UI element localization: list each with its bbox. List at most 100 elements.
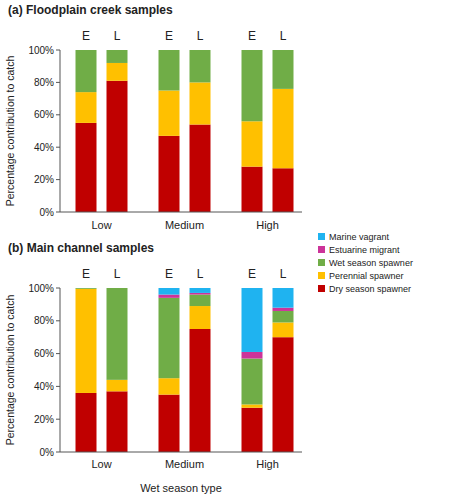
bar-segment <box>159 91 180 136</box>
y-axis-line <box>60 288 61 452</box>
legend-label: Estuarine migrant <box>329 245 400 255</box>
bar-segment <box>242 50 263 51</box>
y-tick <box>56 419 60 420</box>
y-tick-label: 100% <box>28 45 54 56</box>
bar-segment <box>76 289 97 393</box>
bar-segment <box>190 306 211 329</box>
legend-swatch <box>318 285 325 292</box>
y-tick <box>56 386 60 387</box>
panel-title: (a) Floodplain creek samples <box>8 3 173 17</box>
bar-segment <box>76 50 97 92</box>
bar-segment <box>76 288 97 289</box>
bar-segment <box>242 50 263 121</box>
x-axis-line <box>60 212 302 213</box>
legend-swatch <box>318 246 325 253</box>
bar-segment <box>107 50 128 51</box>
y-tick <box>56 179 60 180</box>
group-label: Low <box>91 458 111 470</box>
bar-segment <box>76 288 97 289</box>
bar-segment <box>76 50 97 51</box>
category-label: L <box>280 267 287 281</box>
y-tick <box>56 320 60 321</box>
bar-segment <box>273 288 294 308</box>
y-tick <box>56 212 60 213</box>
y-tick <box>56 50 60 51</box>
bar-segment <box>273 311 294 322</box>
bar-segment <box>273 50 294 51</box>
bar-segment <box>159 288 180 295</box>
y-tick <box>56 147 60 148</box>
bar-segment <box>273 168 294 212</box>
y-tick <box>56 288 60 289</box>
y-tick-label: 60% <box>34 348 54 359</box>
bar-segment <box>159 378 180 394</box>
y-tick <box>56 114 60 115</box>
y-tick-label: 80% <box>34 315 54 326</box>
y-tick <box>56 452 60 453</box>
y-tick-label: 80% <box>34 77 54 88</box>
bar-segment <box>190 50 211 82</box>
legend-label: Perennial spawner <box>329 271 404 281</box>
group-label: High <box>256 458 279 470</box>
bar-segment <box>242 408 263 452</box>
y-tick-label: 40% <box>34 381 54 392</box>
bar-segment <box>76 288 97 289</box>
bar-segment <box>190 125 211 212</box>
legend: Marine vagrant Estuarine migrant Wet seaso… <box>318 232 413 294</box>
bar-segment <box>190 295 211 306</box>
bar-segment <box>107 288 128 289</box>
panel: (a) Floodplain creek samplesPercentage c… <box>4 3 302 231</box>
category-label: E <box>165 29 173 43</box>
y-tick-label: 20% <box>34 174 54 185</box>
panel-title: (b) Main channel samples <box>8 241 154 255</box>
y-tick-label: 20% <box>34 414 54 425</box>
bar-segment <box>159 136 180 212</box>
y-tick <box>56 353 60 354</box>
category-label: L <box>197 267 204 281</box>
bar-segment <box>107 391 128 452</box>
legend-swatch <box>318 272 325 279</box>
bar-segment <box>273 89 294 168</box>
bar-segment <box>190 329 211 452</box>
bar-segment <box>190 50 211 51</box>
bars <box>76 50 294 212</box>
bar-segment <box>107 50 128 51</box>
bar-segment <box>242 50 263 51</box>
bar-segment <box>107 288 128 289</box>
y-tick-label: 0% <box>40 447 55 458</box>
group-label: Medium <box>165 458 204 470</box>
bar-segment <box>159 295 180 298</box>
bar-segment <box>190 288 211 293</box>
bar-segment <box>242 352 263 359</box>
bar-segment <box>107 380 128 391</box>
category-label: E <box>82 267 90 281</box>
category-label: E <box>82 29 90 43</box>
y-tick-label: 100% <box>28 283 54 294</box>
panel: (b) Main channel samples Percentage contr… <box>4 241 302 494</box>
y-tick-label: 0% <box>40 207 55 218</box>
figure: (a) Floodplain creek samples Percentage c… <box>0 0 463 500</box>
bar-segment <box>159 50 180 51</box>
bar-segment <box>76 123 97 212</box>
bar-segment <box>159 50 180 51</box>
bar-segment <box>76 92 97 123</box>
bar-segment <box>242 167 263 212</box>
y-axis-line <box>60 50 61 212</box>
legend-label: Marine vagrant <box>329 232 390 242</box>
bar-segment <box>107 288 128 380</box>
bar-segment <box>159 395 180 452</box>
bar-segment <box>242 288 263 352</box>
bar-segment <box>107 81 128 212</box>
category-label: E <box>248 29 256 43</box>
bars <box>76 288 294 452</box>
category-label: E <box>165 267 173 281</box>
group-label: High <box>256 219 279 231</box>
x-axis-label: Wet season type <box>140 482 222 494</box>
bar-segment <box>190 50 211 51</box>
category-label: E <box>248 267 256 281</box>
y-axis-label: Percentage contribution to catch <box>4 295 16 446</box>
bar-segment <box>107 50 128 63</box>
bar-segment <box>107 63 128 81</box>
bar-segment <box>273 50 294 89</box>
legend-label: Wet season spawner <box>329 258 413 268</box>
